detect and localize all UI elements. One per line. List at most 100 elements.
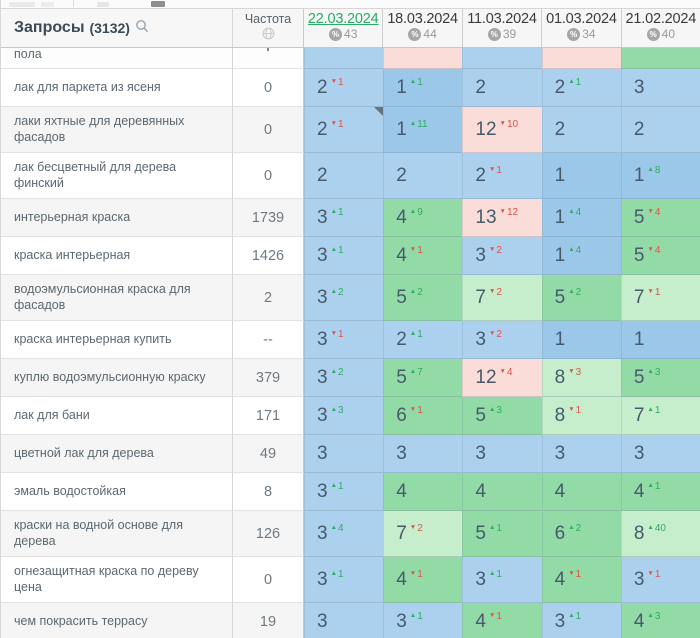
keyword-cell[interactable]: эмаль водостойкая: [1, 473, 233, 511]
position-cell[interactable]: 1: [620, 321, 700, 359]
keyword-cell[interactable]: цветной лак для дерева: [1, 435, 233, 473]
position-cell[interactable]: 4 ▲9: [383, 199, 463, 237]
position-cell[interactable]: [620, 48, 700, 69]
date-link[interactable]: 01.03.2024: [546, 11, 617, 27]
position-cell[interactable]: 5 ▲2: [541, 275, 621, 321]
keyword-cell[interactable]: интерьерная краска: [1, 199, 233, 237]
position-cell[interactable]: 2 ▼1: [462, 153, 542, 199]
position-cell[interactable]: 5 ▲3: [462, 397, 542, 435]
position-cell[interactable]: 5 ▲7: [383, 359, 463, 397]
position-cell[interactable]: 1 ▲4: [541, 237, 621, 275]
position-cell[interactable]: 1 ▲1: [383, 69, 463, 107]
position-cell[interactable]: 3 ▲4: [304, 511, 384, 557]
keyword-cell[interactable]: чем покрасить террасу: [1, 603, 233, 638]
position-cell[interactable]: 2: [304, 153, 384, 199]
position-cell[interactable]: 2: [462, 69, 542, 107]
position-cell[interactable]: 3 ▲1: [304, 199, 384, 237]
keyword-cell[interactable]: куплю водоэмульсионную краску: [1, 359, 233, 397]
position-cell[interactable]: 12 ▼10: [462, 107, 542, 153]
date-column-header[interactable]: 21.02.2024 % 40: [620, 9, 700, 47]
position-cell[interactable]: [383, 48, 463, 69]
keyword-cell[interactable]: лак для бани: [1, 397, 233, 435]
position-cell[interactable]: 3 ▼1: [304, 321, 384, 359]
position-cell[interactable]: 3 ▲1: [383, 603, 463, 638]
keyword-cell[interactable]: пола: [1, 48, 233, 69]
position-cell[interactable]: 2: [541, 107, 621, 153]
position-cell[interactable]: 7 ▲1: [620, 397, 700, 435]
keyword-cell[interactable]: краска интерьерная купить: [1, 321, 233, 359]
position-cell[interactable]: 12 ▼4: [462, 359, 542, 397]
position-cell[interactable]: 5 ▲2: [383, 275, 463, 321]
position-cell[interactable]: 3: [304, 435, 384, 473]
position-cell[interactable]: 7 ▼2: [383, 511, 463, 557]
position-cell[interactable]: 5 ▲3: [620, 359, 700, 397]
search-icon[interactable]: [135, 19, 149, 33]
position-cell[interactable]: 7 ▼2: [462, 275, 542, 321]
keyword-cell[interactable]: огнезащитная краска по дереву цена: [1, 557, 233, 603]
position-cell[interactable]: 1 ▲8: [620, 153, 700, 199]
keyword-cell[interactable]: лак бесцветный для дерева финский: [1, 153, 233, 199]
keyword-cell[interactable]: водоэмульсионная краска для фасадов: [1, 275, 233, 321]
position-cell[interactable]: 2: [383, 153, 463, 199]
position-cell[interactable]: 8 ▼1: [541, 397, 621, 435]
position-cell[interactable]: 3 ▲1: [462, 557, 542, 603]
position-cell[interactable]: 1 ▲11: [383, 107, 463, 153]
position-cell[interactable]: 4 ▲3: [620, 603, 700, 638]
note-corner-marker[interactable]: [374, 107, 384, 116]
position-cell[interactable]: 6 ▲2: [541, 511, 621, 557]
position-cell[interactable]: [462, 48, 542, 69]
position-cell[interactable]: 4 ▼1: [541, 557, 621, 603]
position-cell[interactable]: 13 ▼12: [462, 199, 542, 237]
date-column-header[interactable]: 01.03.2024 % 34: [541, 9, 621, 47]
position-cell[interactable]: 4 ▼1: [383, 557, 463, 603]
position-cell[interactable]: 2: [620, 107, 700, 153]
position-cell[interactable]: 2 ▲1: [383, 321, 463, 359]
date-link[interactable]: 11.03.2024: [467, 11, 537, 27]
position-cell[interactable]: 3: [620, 435, 700, 473]
position-cell[interactable]: 3 ▲1: [304, 557, 384, 603]
position-cell[interactable]: 2 ▼1: [304, 69, 384, 107]
position-cell[interactable]: 3: [383, 435, 463, 473]
position-cell[interactable]: 3: [620, 69, 700, 107]
position-cell[interactable]: 3 ▲3: [304, 397, 384, 435]
position-cell[interactable]: [304, 48, 384, 69]
position-cell[interactable]: 4: [383, 473, 463, 511]
position-cell[interactable]: 4 ▼1: [462, 603, 542, 638]
position-cell[interactable]: 4 ▼1: [383, 237, 463, 275]
position-cell[interactable]: 8 ▲40: [620, 511, 700, 557]
keyword-cell[interactable]: лаки яхтные для деревянных фасадов: [1, 107, 233, 153]
position-cell[interactable]: 3: [462, 435, 542, 473]
keyword-cell[interactable]: лак для паркета из ясеня: [1, 69, 233, 107]
date-column-header[interactable]: 22.03.2024 % 43: [304, 9, 383, 47]
position-cell[interactable]: 3 ▲1: [541, 603, 621, 638]
position-cell[interactable]: 3 ▼2: [462, 237, 542, 275]
position-cell[interactable]: [541, 48, 621, 69]
position-cell[interactable]: 3: [541, 435, 621, 473]
position-cell[interactable]: 3 ▲2: [304, 275, 384, 321]
position-cell[interactable]: 7 ▼1: [620, 275, 700, 321]
position-cell[interactable]: 3 ▼2: [462, 321, 542, 359]
date-link[interactable]: 18.03.2024: [387, 11, 458, 27]
position-cell[interactable]: 1: [541, 153, 621, 199]
keyword-cell[interactable]: краска интерьерная: [1, 237, 233, 275]
date-column-header[interactable]: 18.03.2024 % 44: [382, 9, 462, 47]
position-cell[interactable]: 5 ▼4: [620, 237, 700, 275]
position-cell[interactable]: 5 ▲1: [462, 511, 542, 557]
keyword-cell[interactable]: краски на водной основе для дерева: [1, 511, 233, 557]
position-cell[interactable]: 3 ▼1: [620, 557, 700, 603]
position-cell[interactable]: 4: [541, 473, 621, 511]
position-cell[interactable]: 1 ▲4: [541, 199, 621, 237]
position-cell[interactable]: 4: [462, 473, 542, 511]
position-cell[interactable]: 1: [541, 321, 621, 359]
date-link[interactable]: 22.03.2024: [307, 11, 379, 27]
position-cell[interactable]: 3 ▲2: [304, 359, 384, 397]
position-cell[interactable]: 8 ▼3: [541, 359, 621, 397]
position-cell[interactable]: 3: [304, 603, 384, 638]
position-cell[interactable]: 2 ▲1: [541, 69, 621, 107]
position-cell[interactable]: 3 ▲1: [304, 473, 384, 511]
position-cell[interactable]: 5 ▼4: [620, 199, 700, 237]
position-cell[interactable]: 3 ▲1: [304, 237, 384, 275]
position-cell[interactable]: 6 ▼1: [383, 397, 463, 435]
position-cell[interactable]: 4 ▲1: [620, 473, 700, 511]
date-column-header[interactable]: 11.03.2024 % 39: [461, 9, 542, 47]
